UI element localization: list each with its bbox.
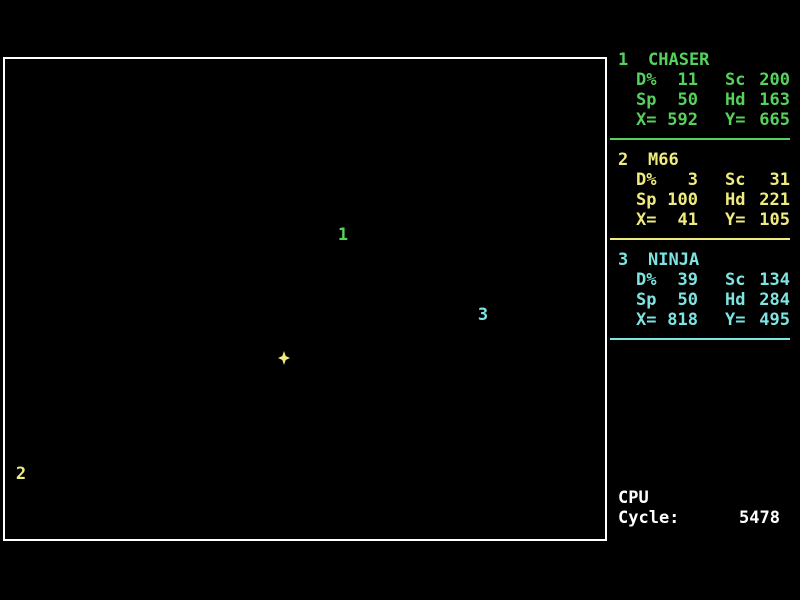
panel-divider bbox=[610, 138, 790, 140]
stat-value-damage: 11 bbox=[677, 70, 698, 90]
robot-marker-1: 1 bbox=[337, 225, 349, 245]
stat-label-heading: Hd bbox=[725, 90, 746, 110]
robot-index: 1 bbox=[618, 50, 629, 70]
stat-label-y: Y= bbox=[725, 310, 746, 330]
robot-marker-3: 3 bbox=[477, 305, 489, 325]
stat-value-damage: 39 bbox=[677, 270, 698, 290]
stat-value-speed: 50 bbox=[677, 290, 698, 310]
robot-status-panel-3: 3 NINJA D% 39 Sc 134 Sp 50 Hd 284 X= 818… bbox=[610, 250, 790, 340]
robot-status-panel-1: 1 CHASER D% 11 Sc 200 Sp 50 Hd 163 X= 59… bbox=[610, 50, 790, 140]
stat-value-x: 818 bbox=[667, 310, 698, 330]
stat-value-heading: 163 bbox=[759, 90, 790, 110]
stat-label-y: Y= bbox=[725, 110, 746, 130]
stat-label-score: Sc bbox=[725, 270, 746, 290]
robot-name: CHASER bbox=[648, 50, 710, 70]
stat-value-y: 495 bbox=[759, 310, 790, 330]
stat-value-y: 105 bbox=[759, 210, 790, 230]
robot-status-panel-2: 2 M66 D% 3 Sc 31 Sp 100 Hd 221 X= 41 Y= … bbox=[610, 150, 790, 240]
stat-value-speed: 50 bbox=[677, 90, 698, 110]
stat-value-speed: 100 bbox=[667, 190, 698, 210]
stat-value-x: 41 bbox=[677, 210, 698, 230]
stat-value-x: 592 bbox=[667, 110, 698, 130]
robot-marker-2: 2 bbox=[15, 464, 27, 484]
stat-value-y: 665 bbox=[759, 110, 790, 130]
stat-value-score: 31 bbox=[769, 170, 790, 190]
stat-value-heading: 284 bbox=[759, 290, 790, 310]
cpu-cycle-label: Cycle: bbox=[618, 508, 680, 528]
stat-label-speed: Sp bbox=[636, 90, 657, 110]
stat-label-score: Sc bbox=[725, 170, 746, 190]
panel-divider bbox=[610, 338, 790, 340]
cpu-cycle-value: 5478 bbox=[739, 508, 780, 528]
stat-label-score: Sc bbox=[725, 70, 746, 90]
stat-label-damage: D% bbox=[636, 270, 657, 290]
robot-name: NINJA bbox=[648, 250, 700, 270]
panel-divider bbox=[610, 238, 790, 240]
stat-label-heading: Hd bbox=[725, 290, 746, 310]
stat-value-heading: 221 bbox=[759, 190, 790, 210]
robot-index: 3 bbox=[618, 250, 629, 270]
stat-label-x: X= bbox=[636, 110, 657, 130]
stat-label-speed: Sp bbox=[636, 290, 657, 310]
stat-label-damage: D% bbox=[636, 170, 657, 190]
stat-label-speed: Sp bbox=[636, 190, 657, 210]
stat-value-score: 134 bbox=[759, 270, 790, 290]
stat-label-y: Y= bbox=[725, 210, 746, 230]
robot-name: M66 bbox=[648, 150, 679, 170]
cpu-cycle-panel: CPU Cycle: 5478 bbox=[610, 488, 780, 528]
robot-index: 2 bbox=[618, 150, 629, 170]
stat-label-x: X= bbox=[636, 310, 657, 330]
stat-value-damage: 3 bbox=[687, 170, 698, 190]
battle-arena bbox=[3, 57, 607, 541]
cpu-title: CPU bbox=[618, 488, 649, 508]
stat-label-damage: D% bbox=[636, 70, 657, 90]
stat-label-x: X= bbox=[636, 210, 657, 230]
stat-label-heading: Hd bbox=[725, 190, 746, 210]
stat-value-score: 200 bbox=[759, 70, 790, 90]
